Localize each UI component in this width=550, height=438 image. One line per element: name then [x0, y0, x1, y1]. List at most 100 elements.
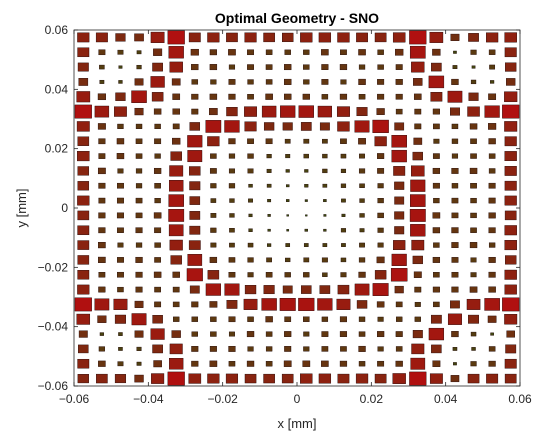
square-marker	[169, 358, 184, 370]
square-marker	[170, 255, 182, 265]
square-marker	[300, 373, 313, 384]
square-marker	[488, 227, 496, 234]
square-marker	[169, 179, 184, 192]
square-marker	[169, 239, 183, 251]
square-marker	[209, 108, 218, 116]
square-marker	[244, 285, 257, 295]
x-tick-label: 0.04	[434, 392, 458, 406]
square-marker	[372, 283, 389, 296]
square-marker	[247, 94, 254, 100]
square-marker	[303, 49, 310, 55]
square-marker	[394, 211, 405, 220]
square-marker	[488, 360, 496, 367]
square-marker	[246, 331, 255, 338]
square-marker	[285, 169, 290, 173]
square-marker	[451, 183, 459, 189]
x-tick-label: 0	[294, 392, 301, 406]
square-marker	[303, 138, 310, 144]
square-marker	[321, 360, 329, 367]
square-marker	[169, 343, 183, 355]
square-marker	[286, 184, 290, 188]
square-marker	[393, 240, 406, 251]
square-marker	[189, 166, 201, 176]
square-marker	[376, 301, 385, 308]
square-marker	[189, 225, 201, 235]
square-marker	[451, 168, 459, 174]
square-marker	[153, 48, 163, 56]
square-marker	[451, 242, 459, 248]
square-marker	[265, 138, 273, 145]
y-tick-label: 0.04	[45, 82, 69, 96]
square-marker	[432, 167, 441, 174]
square-marker	[391, 149, 407, 163]
square-marker	[337, 32, 350, 43]
square-marker	[469, 123, 478, 130]
square-marker	[265, 79, 273, 85]
square-marker	[411, 343, 425, 355]
square-marker	[414, 316, 421, 322]
square-marker	[358, 331, 366, 337]
square-marker	[284, 64, 292, 71]
square-marker	[506, 330, 515, 338]
square-marker	[247, 168, 254, 174]
square-marker	[377, 153, 385, 159]
square-marker	[340, 168, 347, 173]
square-marker	[229, 242, 235, 248]
square-marker	[284, 331, 292, 337]
square-marker	[117, 227, 124, 233]
square-marker	[411, 61, 425, 73]
square-marker	[339, 316, 347, 323]
square-marker	[340, 257, 347, 263]
square-marker	[303, 346, 310, 352]
square-marker	[209, 64, 218, 71]
square-marker	[98, 49, 106, 56]
y-tick-label: −0.06	[38, 379, 69, 393]
square-marker	[490, 80, 495, 84]
square-marker	[228, 79, 236, 85]
square-marker	[154, 198, 161, 204]
x-tick-label: −0.02	[207, 392, 238, 406]
square-marker	[74, 297, 92, 312]
square-marker	[77, 358, 90, 369]
square-marker	[395, 301, 403, 308]
square-marker	[376, 108, 385, 115]
square-marker	[304, 169, 309, 173]
square-marker	[356, 300, 368, 309]
square-marker	[487, 315, 497, 323]
square-marker	[77, 195, 90, 206]
square-marker	[453, 362, 457, 366]
square-marker	[429, 373, 443, 384]
square-marker	[187, 150, 203, 163]
square-marker	[356, 107, 368, 117]
square-marker	[116, 138, 125, 145]
square-marker	[354, 283, 370, 296]
square-marker	[154, 257, 161, 263]
square-marker	[286, 214, 289, 217]
square-marker	[470, 212, 477, 219]
square-marker	[377, 346, 384, 352]
square-marker	[247, 272, 254, 278]
square-marker	[394, 196, 405, 205]
square-marker	[169, 61, 183, 73]
square-marker	[433, 197, 440, 204]
square-marker	[394, 226, 405, 235]
square-marker	[228, 272, 236, 278]
square-marker	[337, 373, 350, 384]
square-marker	[470, 153, 477, 159]
square-marker	[451, 257, 459, 263]
square-marker	[504, 358, 517, 369]
square-marker	[248, 213, 253, 218]
square-marker	[151, 373, 165, 384]
square-marker	[209, 301, 218, 308]
square-marker	[261, 298, 277, 311]
square-marker	[229, 198, 235, 203]
square-marker	[135, 212, 143, 219]
square-marker	[284, 138, 291, 144]
square-marker	[77, 240, 90, 250]
square-marker	[171, 78, 181, 86]
square-marker	[265, 64, 273, 70]
square-marker	[488, 168, 496, 174]
square-marker	[433, 123, 440, 130]
square-marker	[470, 361, 477, 367]
square-marker	[377, 64, 384, 70]
